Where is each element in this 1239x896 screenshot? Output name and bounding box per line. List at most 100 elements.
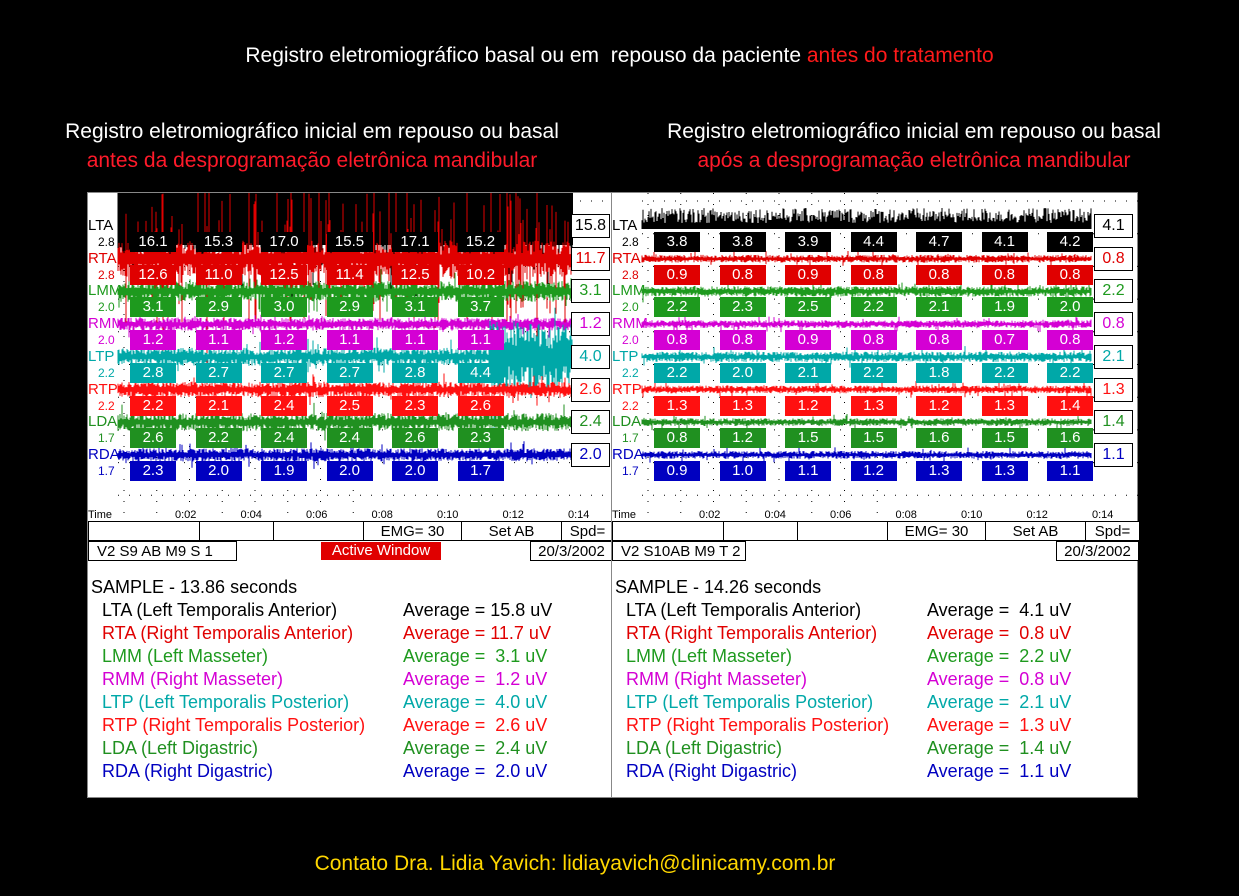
segment-average: 2.3 — [130, 460, 176, 481]
segment-average: 0.7 — [981, 330, 1028, 351]
active-window-indicator[interactable]: Active Window — [321, 542, 441, 560]
segment-average: 1.2 — [916, 395, 962, 416]
sample-row-label: RMM (Right Masseter) — [102, 669, 284, 689]
segment-average: 2.3 — [719, 297, 766, 318]
segment-average: 2.7 — [195, 362, 242, 383]
recording-date: 20/3/2002 — [530, 541, 613, 561]
segment-average: 2.5 — [785, 297, 831, 318]
time-tick: 0:08 — [895, 509, 917, 521]
status-cell — [612, 521, 724, 541]
heading-line1: Registro eletromiográfico inicial em rep… — [667, 120, 1161, 143]
emg-panel-after[interactable]: LTA 2.8 3.8 3.8 3.9 4.4 4.7 4.1 4.2 4.1 RTA 2.8 0.9 0… — [611, 192, 1140, 798]
channel-scale: 2.2 — [622, 365, 639, 380]
channel-name-lda: LDA — [88, 413, 118, 431]
sample-row-label: LMM (Left Masseter) — [626, 646, 793, 666]
segment-average: 2.2 — [1047, 362, 1093, 383]
channel-name-rmm: RMM — [88, 315, 124, 333]
sample-row-average: Average = 2.6 uV — [403, 715, 548, 735]
channel-name-rtp: RTP — [612, 380, 642, 398]
channel-total: 1.1 — [1094, 442, 1133, 467]
emg-trace-area — [641, 193, 1139, 521]
time-label: Time — [612, 509, 637, 521]
emg-trace-rda — [641, 446, 1092, 463]
segment-average: 2.8 — [130, 362, 176, 383]
sample-row-label: RDA (Right Digastric) — [102, 761, 274, 781]
channel-total: 4.0 — [571, 344, 610, 369]
emg-trace-lda — [641, 413, 1092, 431]
sample-row-label: RTA (Right Temporalis Anterior) — [102, 623, 354, 643]
time-tick: 0:12 — [1026, 509, 1048, 521]
segment-average: 2.9 — [326, 297, 373, 318]
segment-average: 15.3 — [195, 232, 242, 252]
segment-average: 0.9 — [654, 264, 700, 285]
segment-average: 2.4 — [326, 428, 373, 449]
channel-total: 2.2 — [1094, 279, 1133, 304]
channel-name-rda: RDA — [88, 445, 120, 463]
left-panel-heading: Registro eletromiográfico inicial em rep… — [12, 117, 612, 175]
segment-average: 0.8 — [850, 264, 897, 285]
segment-average: 2.1 — [916, 297, 962, 318]
segment-average: 1.3 — [916, 460, 962, 481]
recording-date: 20/3/2002 — [1056, 541, 1139, 561]
recording-id: V2 S9 AB M9 S 1 — [88, 541, 237, 561]
channel-scale: 2.0 — [622, 333, 639, 348]
sample-row-average: Average = 2.2 uV — [927, 646, 1072, 666]
sample-row-label: LTA (Left Temporalis Anterior) — [626, 600, 862, 620]
segment-average: 17.0 — [261, 232, 307, 252]
segment-average: 12.6 — [130, 264, 176, 285]
emg-trace-rmm — [641, 315, 1092, 333]
channel-scale: 2.8 — [98, 267, 115, 282]
segment-average: 2.2 — [981, 362, 1028, 383]
segment-average: 2.3 — [457, 428, 504, 449]
segment-average: 1.7 — [457, 460, 504, 481]
channel-name-rta: RTA — [612, 249, 641, 267]
heading-line2: antes da desprogramação eletrônica mandi… — [86, 149, 538, 172]
right-panel-heading: Registro eletromiográfico inicial em rep… — [614, 117, 1214, 175]
segment-average: 3.8 — [654, 232, 700, 252]
time-tick: 0:08 — [371, 509, 393, 521]
segment-average: 3.8 — [719, 232, 766, 252]
sample-row-average: Average = 3.1 uV — [403, 646, 548, 666]
segment-average: 0.8 — [981, 264, 1028, 285]
time-tick: 0:04 — [240, 509, 262, 521]
status-cell — [723, 521, 798, 541]
emg-trace-rtp — [641, 381, 1092, 398]
channel-name-lmm: LMM — [88, 282, 122, 300]
channel-name-rtp: RTP — [88, 380, 118, 398]
emg-panel-before[interactable]: LTA 2.8 16.1 15.3 17.0 15.5 17.1 15.2 15.8 RTA 2.8… — [87, 192, 614, 798]
time-tick: 0:02 — [699, 509, 721, 521]
channel-scale: 2.8 — [98, 235, 115, 249]
sample-title: SAMPLE - 13.86 seconds — [91, 577, 298, 597]
title-text: Registro eletromiográfico basal ou em re… — [245, 44, 807, 67]
status-emg: EMG= 30 — [363, 521, 462, 541]
status-cell — [199, 521, 274, 541]
segment-average: 2.4 — [261, 395, 307, 416]
sample-title: SAMPLE - 14.26 seconds — [615, 577, 822, 597]
time-label: Time — [88, 509, 113, 521]
segment-average: 2.6 — [392, 428, 438, 449]
sample-row-label: RMM (Right Masseter) — [626, 669, 808, 689]
segment-average: 0.8 — [654, 330, 700, 351]
sample-row-average: Average = 11.7 uV — [403, 623, 551, 643]
status-cell — [88, 521, 200, 541]
channel-scale: 1.7 — [98, 463, 115, 478]
sample-row-label: LDA (Left Digastric) — [102, 738, 259, 758]
time-tick: 0:06 — [830, 509, 852, 521]
segment-average: 10.2 — [457, 264, 504, 285]
segment-average: 1.6 — [916, 428, 962, 449]
segment-average: 11.0 — [195, 264, 242, 285]
segment-average: 1.3 — [654, 395, 700, 416]
segment-average: 2.2 — [654, 297, 700, 318]
channel-name-lta: LTA — [88, 217, 114, 234]
sample-row-label: RTA (Right Temporalis Anterior) — [626, 623, 878, 643]
segment-average: 4.4 — [457, 362, 504, 383]
segment-average: 2.0 — [1047, 297, 1093, 318]
emg-trace-rmm — [117, 313, 573, 338]
segment-average: 2.0 — [392, 460, 438, 481]
page-title: Registro eletromiográfico basal ou em re… — [0, 44, 1239, 68]
segment-average: 0.8 — [719, 330, 766, 351]
heading-line2: após a desprogramação eletrônica mandibu… — [697, 149, 1131, 172]
segment-average: 3.1 — [392, 297, 438, 318]
segment-average: 1.3 — [719, 395, 766, 416]
segment-average: 2.4 — [261, 428, 307, 449]
